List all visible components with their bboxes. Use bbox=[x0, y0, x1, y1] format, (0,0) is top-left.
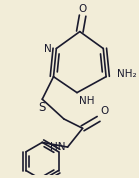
Text: HN: HN bbox=[50, 142, 66, 152]
Text: NH₂: NH₂ bbox=[117, 69, 137, 79]
Text: O: O bbox=[100, 106, 109, 116]
Text: NH: NH bbox=[79, 96, 94, 106]
Text: O: O bbox=[79, 4, 87, 14]
Text: S: S bbox=[39, 101, 46, 114]
Text: N: N bbox=[44, 43, 52, 54]
